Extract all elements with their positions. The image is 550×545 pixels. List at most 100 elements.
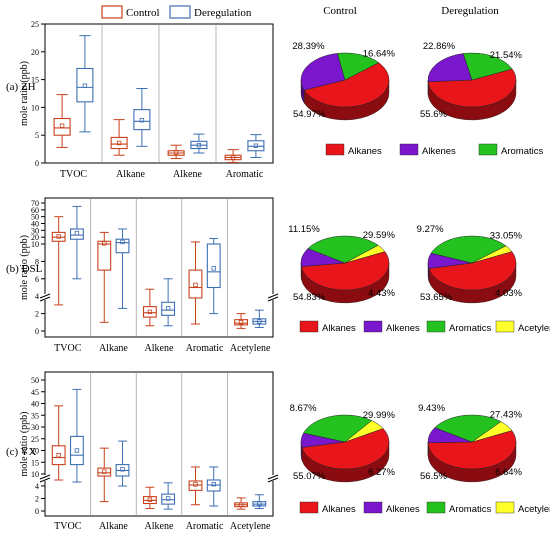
pie-legend-2: AlkanesAlkenesAromaticsAcetylene (300, 321, 550, 334)
legend-label-aromatics: Aromatics (501, 146, 543, 157)
y-tick-label: 25 (31, 20, 39, 29)
legend-label-alkenes: Alkenes (386, 504, 420, 515)
pie-yx-control: 55.07%8.67%29.99%6.27% (290, 403, 396, 482)
box-control-alkene (143, 289, 156, 326)
box-iqr (162, 494, 175, 504)
legend-label-control: Control (126, 7, 160, 19)
box-control-aromatic (225, 150, 241, 163)
y-tick-label: 15 (31, 76, 39, 85)
y-tick-label: 6 (35, 275, 39, 284)
y-tick-label: 50 (31, 376, 39, 385)
top-legend: Control Deregulation (102, 6, 252, 19)
pie-label-alkenes: 28.39% (292, 41, 325, 52)
pie-label-alkanes: 54.97% (293, 109, 326, 120)
pie-legend-1: Alkanes Alkenes Aromatics (326, 144, 543, 157)
plot-frame (45, 198, 273, 337)
y-tick-label: 5 (35, 131, 39, 140)
x-category-label: TVOC (60, 169, 88, 180)
box-deregulation-alkane (116, 229, 129, 308)
box-iqr (116, 239, 129, 252)
legend-label-alkanes: Alkanes (322, 323, 356, 334)
legend-label-aromatics: Aromatics (449, 323, 491, 334)
box-control-alkane (98, 448, 111, 501)
box-control-tvoc (52, 217, 65, 305)
x-category-label: Acetylene (230, 343, 271, 354)
legend-swatch-alkenes (364, 502, 382, 513)
box-iqr (134, 110, 150, 130)
y-axis-label: mole ratio (ppb) (19, 61, 30, 126)
legend-swatch-aromatics (427, 321, 445, 332)
legend-label-aromatics: Aromatics (449, 504, 491, 515)
pie-zh-control: 54.97% 28.39% 16.64% (292, 41, 395, 120)
y-axis-label: mole ratio (ppb) (19, 412, 30, 477)
box-control-alkene (143, 487, 156, 508)
y-tick-label: 25 (31, 435, 39, 444)
pie-label-acetylene: 6.64% (495, 467, 522, 478)
pie-column-title-deregulation: Deregulation (441, 5, 499, 17)
box-iqr (71, 229, 84, 239)
x-category-label: TVOC (54, 343, 82, 354)
pie-zh-deregulation: 55.6%22.86%21.54% (420, 41, 523, 120)
pie-label-alkanes: 56.5% (420, 471, 447, 482)
pie-label-alkanes: 55.6% (420, 109, 447, 120)
pie-label-alkenes: 11.15% (288, 224, 320, 235)
pie-label-aromatics: 29.99% (363, 410, 396, 421)
legend-swatch-alkanes (300, 321, 318, 332)
box-deregulation-alkane (116, 441, 129, 486)
box-iqr (52, 446, 65, 465)
box-control-alkene (168, 145, 184, 158)
box-control-aromatic (189, 242, 202, 324)
legend-swatch-alkenes (400, 144, 418, 155)
y-tick-label: 10 (31, 470, 39, 479)
box-control-alkane (111, 120, 127, 156)
pie-label-aromatics: 16.64% (363, 49, 396, 60)
y-tick-label: 40 (31, 400, 39, 409)
box-iqr (98, 241, 111, 270)
box-control-tvoc (54, 95, 70, 148)
legend-swatch-control (102, 6, 122, 18)
legend-swatch-alkanes (326, 144, 344, 155)
box-iqr (207, 244, 220, 288)
box-deregulation-acetylene (253, 495, 266, 509)
pie-label-alkanes: 54.83% (293, 292, 326, 303)
pie-label-acetylene: 4.43% (368, 288, 395, 299)
legend-label-alkanes: Alkanes (348, 146, 382, 157)
legend-swatch-alkanes (300, 502, 318, 513)
legend-label-acetylene: Acetylene (518, 323, 550, 334)
pie-label-alkenes: 8.67% (290, 403, 317, 414)
box-iqr (189, 270, 202, 298)
box-deregulation-alkene (191, 134, 207, 153)
y-tick-label: 20 (31, 447, 39, 456)
box-deregulation-tvoc (71, 389, 84, 482)
pie-legend-3: AlkanesAlkenesAromaticsAcetylene (300, 502, 550, 515)
x-category-label: Alkene (145, 343, 174, 354)
pie-label-alkenes: 22.86% (423, 41, 456, 52)
y-tick-label: 10 (31, 103, 39, 112)
box-deregulation-alkane (134, 88, 150, 146)
pie-label-alkanes: 53.65% (420, 292, 453, 303)
pie-dsl-control: 54.83% 11.15% 29.59% 4.43% (288, 224, 395, 303)
box-control-alkane (98, 232, 111, 322)
x-category-label: Aromatic (186, 521, 224, 532)
box-deregulation-alkene (162, 483, 175, 509)
y-tick-label: 20 (31, 48, 39, 57)
box-deregulation-alkene (162, 279, 175, 326)
y-tick-label: 0 (35, 327, 39, 336)
x-category-label: Alkane (99, 521, 128, 532)
box-deregulation-aromatic (207, 467, 220, 506)
x-category-label: Alkene (173, 169, 202, 180)
x-category-label: Aromatic (226, 169, 264, 180)
box-control-aromatic (189, 467, 202, 505)
legend-swatch-acetylene (496, 502, 514, 513)
y-tick-label: 45 (31, 388, 39, 397)
pie-label-alkenes: 9.43% (418, 403, 445, 414)
y-tick-label: 2 (35, 495, 39, 504)
pie-label-aromatics: 29.59% (363, 230, 396, 241)
y-tick-label: 0 (35, 159, 39, 168)
pie-dsl-deregulation: 53.65%9.27%33.05%4.03% (417, 224, 523, 303)
legend-label-alkenes: Alkenes (422, 146, 456, 157)
box-control-acetylene (235, 498, 248, 509)
